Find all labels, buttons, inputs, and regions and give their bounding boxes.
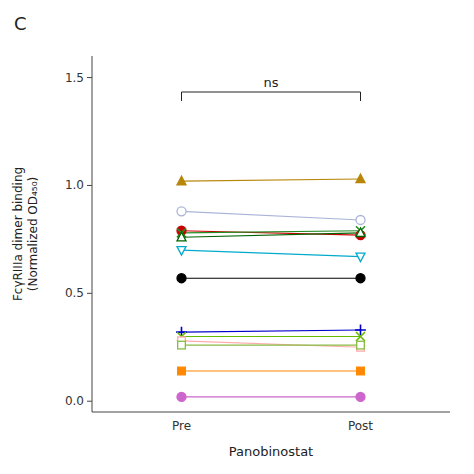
series-line	[182, 345, 361, 346]
point	[177, 392, 186, 401]
y-tick	[87, 185, 92, 186]
annotation: ns	[263, 75, 278, 90]
series-line	[182, 330, 361, 332]
series-line	[182, 396, 361, 397]
y-tick-label: 1.0	[65, 178, 84, 192]
series-line	[182, 370, 361, 371]
y-tick	[87, 77, 92, 78]
bracket	[182, 92, 361, 101]
x-tick-label: Post	[348, 419, 373, 433]
point	[356, 228, 365, 237]
point	[356, 332, 365, 341]
x-axis-label: Panobinostat	[229, 444, 313, 459]
point	[177, 232, 186, 241]
series-line	[182, 211, 361, 220]
series-line	[182, 336, 361, 337]
y-tick	[87, 401, 92, 402]
point	[357, 341, 365, 349]
point	[178, 341, 186, 349]
series-line	[182, 250, 361, 256]
point	[356, 392, 365, 401]
y-tick	[87, 293, 92, 294]
chart: C 0.0 0.5 1.0 1.5 Pre Post Panobinostat FcγRIIIa…	[0, 0, 474, 474]
y-tick-label: 0.0	[65, 394, 84, 408]
point	[177, 274, 186, 283]
point	[177, 247, 186, 256]
point	[356, 174, 365, 183]
series-line	[182, 341, 361, 347]
point	[356, 253, 365, 262]
point	[177, 207, 186, 216]
point	[177, 176, 186, 185]
plot-area	[176, 174, 366, 401]
title: C	[14, 13, 27, 34]
y-axis-label: FcγRIIIa dimer binding(Normalized OD₄₅₀)	[11, 167, 40, 301]
series-line	[182, 179, 361, 181]
x-axis	[92, 412, 450, 413]
y-axis-label-line: FcγRIIIa dimer binding	[11, 167, 25, 301]
point	[357, 367, 365, 375]
series-line	[182, 231, 361, 233]
x-tick-label: Pre	[172, 419, 191, 433]
y-axis-label-line: (Normalized OD₄₅₀)	[26, 177, 40, 291]
point	[356, 215, 365, 224]
y-axis	[92, 56, 93, 412]
point	[356, 274, 365, 283]
y-tick-label: 1.5	[65, 71, 84, 85]
series-line	[182, 278, 361, 279]
series-line	[182, 233, 361, 237]
series-line	[182, 231, 361, 235]
y-tick-label: 0.5	[65, 286, 84, 300]
point	[178, 367, 186, 375]
